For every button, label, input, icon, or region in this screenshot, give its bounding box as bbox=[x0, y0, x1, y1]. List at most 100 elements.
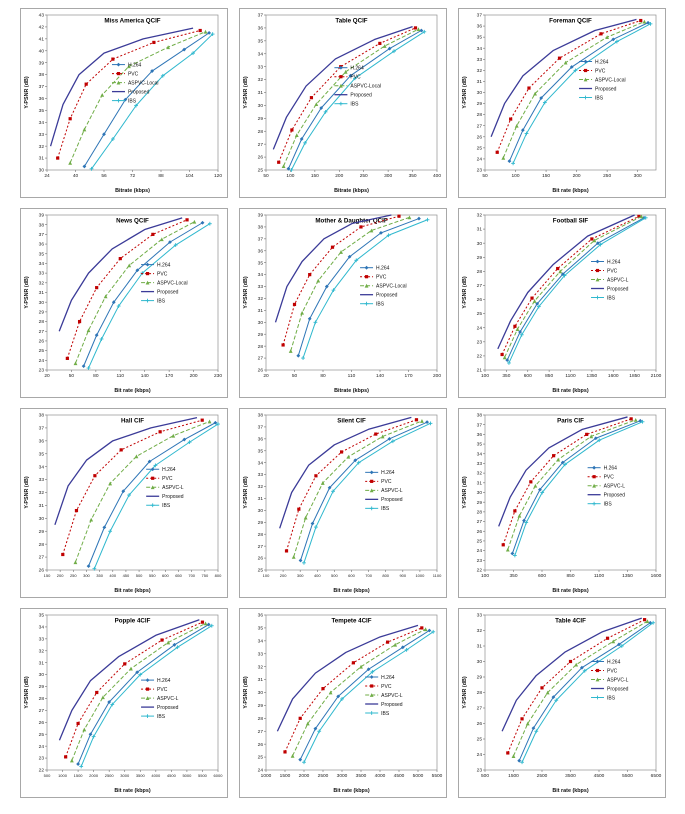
series-marker bbox=[303, 515, 308, 520]
y-tick-label: 31 bbox=[258, 90, 264, 96]
x-axis-label: Bit rate (kbps) bbox=[552, 588, 588, 594]
series-marker bbox=[538, 487, 542, 492]
series-marker bbox=[364, 283, 369, 288]
plot-frame bbox=[484, 214, 657, 371]
legend-label: ASPVC-L bbox=[607, 677, 629, 683]
series-marker bbox=[359, 225, 363, 229]
legend-label: IBS bbox=[381, 506, 390, 512]
series-marker bbox=[203, 29, 208, 34]
series-marker bbox=[61, 552, 65, 557]
x-axis-label: Bit rate (kbps) bbox=[333, 788, 369, 794]
y-axis-label: Y-PSNR (dB) bbox=[462, 476, 468, 509]
series-marker bbox=[118, 256, 122, 261]
x-tick-label: 1600 bbox=[651, 573, 662, 579]
y-tick-label: 26 bbox=[39, 720, 45, 726]
series-marker bbox=[84, 82, 88, 86]
x-tick-label: 200 bbox=[57, 573, 64, 578]
series-marker bbox=[145, 687, 150, 691]
y-tick-label: 35 bbox=[39, 108, 45, 114]
y-tick-label: 38 bbox=[39, 222, 45, 228]
series-line-ibs bbox=[88, 223, 211, 369]
y-tick-label: 30 bbox=[477, 490, 483, 496]
series-marker bbox=[107, 700, 112, 704]
series-line-h264 bbox=[506, 217, 645, 361]
y-tick-label: 39 bbox=[39, 213, 45, 219]
x-tick-label: 100 bbox=[481, 373, 489, 379]
series-marker bbox=[145, 280, 150, 285]
x-tick-label: 5500 bbox=[432, 773, 443, 779]
series-marker bbox=[413, 26, 418, 30]
chart-panel: 23 24 25 26 27 28 29 30 31 32 33 34 35 36 37 38 39 20 50 80… bbox=[20, 208, 228, 398]
y-tick-label: 29 bbox=[39, 529, 45, 535]
series-marker bbox=[200, 418, 204, 422]
y-tick-label: 33 bbox=[258, 64, 264, 70]
x-tick-label: 4000 bbox=[375, 773, 386, 779]
series-marker bbox=[206, 622, 211, 627]
legend-label: IBS bbox=[381, 711, 390, 717]
x-tick-label: 300 bbox=[297, 573, 304, 578]
legend-label: H.264 bbox=[350, 66, 364, 72]
series-marker bbox=[339, 83, 343, 88]
series-marker bbox=[203, 621, 208, 626]
legend-label: ASPVC-Local bbox=[128, 80, 159, 86]
series-marker bbox=[513, 324, 517, 328]
chart-title: Paris CIF bbox=[557, 418, 584, 425]
series-line-aspvc bbox=[290, 216, 410, 352]
legend-label: IBS bbox=[128, 98, 137, 104]
y-tick-label: 32 bbox=[477, 628, 483, 634]
series-marker bbox=[166, 45, 171, 50]
series-marker bbox=[642, 19, 647, 24]
x-tick-label: 110 bbox=[116, 373, 124, 379]
y-tick-label: 29 bbox=[477, 675, 483, 681]
legend-label: Proposed bbox=[604, 493, 626, 499]
y-tick-label: 32 bbox=[258, 77, 264, 83]
series-marker bbox=[507, 159, 512, 164]
y-tick-label: 35 bbox=[477, 442, 483, 448]
x-tick-label: 104 bbox=[185, 173, 193, 179]
x-axis-label: Bit rate (kbps) bbox=[333, 588, 369, 594]
series-marker bbox=[495, 150, 499, 154]
y-axis-label: Y-PSNR (dB) bbox=[243, 76, 249, 109]
x-tick-label: 50 bbox=[69, 373, 75, 379]
series-marker bbox=[298, 716, 302, 720]
legend-label: PVC bbox=[607, 268, 618, 274]
series-marker bbox=[520, 128, 525, 133]
legend-label: Proposed bbox=[381, 702, 403, 708]
series-marker bbox=[583, 59, 588, 64]
chart-title: Table 4CIF bbox=[555, 618, 586, 625]
legend-label: IBS bbox=[376, 302, 385, 308]
x-tick-label: 50 bbox=[292, 373, 298, 379]
x-tick-label: 900 bbox=[399, 573, 406, 578]
y-tick-label: 37 bbox=[477, 13, 483, 19]
y-tick-label: 32 bbox=[477, 471, 483, 477]
chart-panel: 22 23 24 25 26 27 28 29 30 31 32 33 34 35 36 37 38 100 350… bbox=[458, 408, 666, 598]
x-tick-label: 100 bbox=[286, 173, 294, 179]
series-marker bbox=[558, 269, 563, 274]
legend-label: PVC bbox=[162, 476, 173, 482]
series-marker bbox=[82, 727, 87, 732]
legend-label: ASPVC-L bbox=[157, 696, 179, 702]
series-marker bbox=[64, 755, 68, 759]
series-marker bbox=[599, 32, 603, 36]
series-marker bbox=[95, 286, 99, 290]
series-marker bbox=[633, 417, 638, 422]
legend-label: ASPVC-L bbox=[381, 693, 403, 699]
y-tick-label: 36 bbox=[258, 26, 264, 32]
y-tick-label: 30 bbox=[39, 300, 45, 306]
series-marker bbox=[185, 218, 189, 222]
y-tick-label: 27 bbox=[258, 142, 264, 148]
y-tick-label: 25 bbox=[258, 568, 264, 574]
series-marker bbox=[207, 30, 211, 35]
x-tick-label: 1100 bbox=[594, 573, 605, 579]
legend-label: Proposed bbox=[157, 289, 179, 295]
y-tick-label: 27 bbox=[39, 329, 45, 335]
legend-label: ASPVC-L bbox=[381, 488, 403, 494]
y-tick-label: 34 bbox=[258, 272, 264, 278]
series-marker bbox=[387, 436, 392, 441]
x-tick-label: 500 bbox=[331, 573, 338, 578]
y-tick-label: 38 bbox=[477, 413, 483, 419]
y-tick-label: 23 bbox=[477, 558, 483, 564]
series-marker bbox=[397, 214, 401, 218]
series-marker bbox=[100, 92, 105, 97]
x-tick-label: 2500 bbox=[105, 773, 115, 778]
